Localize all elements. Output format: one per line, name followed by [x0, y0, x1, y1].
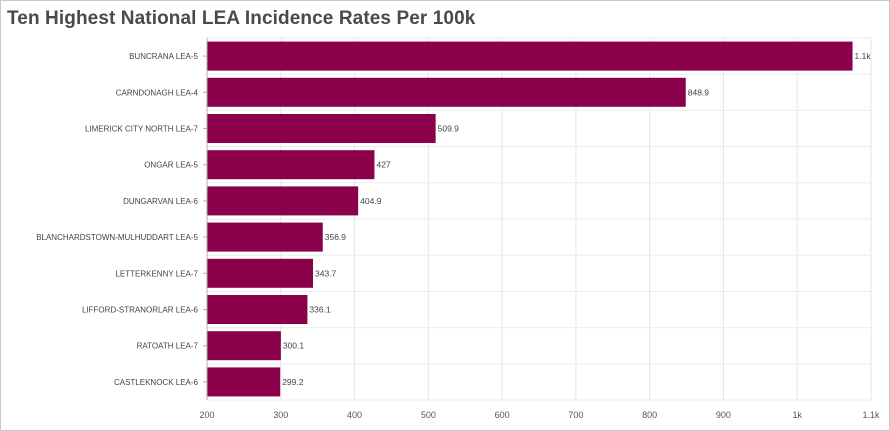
- grid-layer: [206, 37, 872, 401]
- category-label: LIFFORD-STRANORLAR LEA-6: [82, 306, 199, 315]
- bar: [207, 295, 308, 324]
- data-label: 404.9: [360, 196, 382, 206]
- category-label: CASTLEKNOCK LEA-6: [114, 378, 199, 387]
- data-label: 427: [376, 160, 390, 170]
- category-label: BLANCHARDSTOWN-MULHUDDART LEA-5: [36, 233, 198, 242]
- category-label: RATOATH LEA-7: [137, 342, 199, 351]
- bar: [207, 331, 281, 361]
- bar: [207, 150, 375, 180]
- data-label: 356.9: [325, 232, 347, 242]
- data-label: 509.9: [438, 124, 460, 134]
- category-label: LIMERICK CITY NORTH LEA-7: [85, 125, 199, 134]
- x-tick-label: 800: [642, 410, 657, 420]
- x-tick-label: 900: [716, 410, 731, 420]
- x-tick-label: 1k: [792, 410, 802, 420]
- data-label: 343.7: [315, 268, 337, 278]
- label-layer: BUNCRANA LEA-5 1.1k CARNDONAGH LEA-4 848.9 L…: [36, 51, 871, 387]
- bar: [207, 367, 281, 397]
- category-label: DUNGARVAN LEA-6: [123, 197, 198, 206]
- axis-layer: 200 300 400 500 600 700 800 900 1k 1.1k: [199, 38, 880, 420]
- x-tick-label: 300: [273, 410, 288, 420]
- data-label: 300.1: [283, 341, 305, 351]
- bar: [207, 114, 436, 143]
- bar: [207, 77, 686, 107]
- x-tick-label: 1.1k: [862, 410, 880, 420]
- bar: [207, 186, 359, 216]
- data-label: 848.9: [688, 87, 710, 97]
- data-label: 1.1k: [855, 51, 872, 61]
- category-label: CARNDONAGH LEA-4: [116, 88, 199, 97]
- data-label: 299.2: [282, 377, 304, 387]
- data-label: 336.1: [309, 305, 331, 315]
- category-label: ONGAR LEA-5: [144, 161, 198, 170]
- bar: [207, 258, 314, 288]
- chart-title: Ten Highest National LEA Incidence Rates…: [7, 8, 476, 29]
- x-tick-label: 600: [495, 410, 510, 420]
- x-tick-label: 200: [199, 410, 214, 420]
- category-label: LETTERKENNY LEA-7: [115, 269, 198, 278]
- x-tick-label: 700: [568, 410, 583, 420]
- x-tick-label: 500: [421, 410, 436, 420]
- x-tick-label: 400: [347, 410, 362, 420]
- bar: [207, 41, 853, 71]
- bar: [207, 222, 323, 252]
- bar-layer: [207, 41, 853, 397]
- category-label: BUNCRANA LEA-5: [129, 52, 198, 61]
